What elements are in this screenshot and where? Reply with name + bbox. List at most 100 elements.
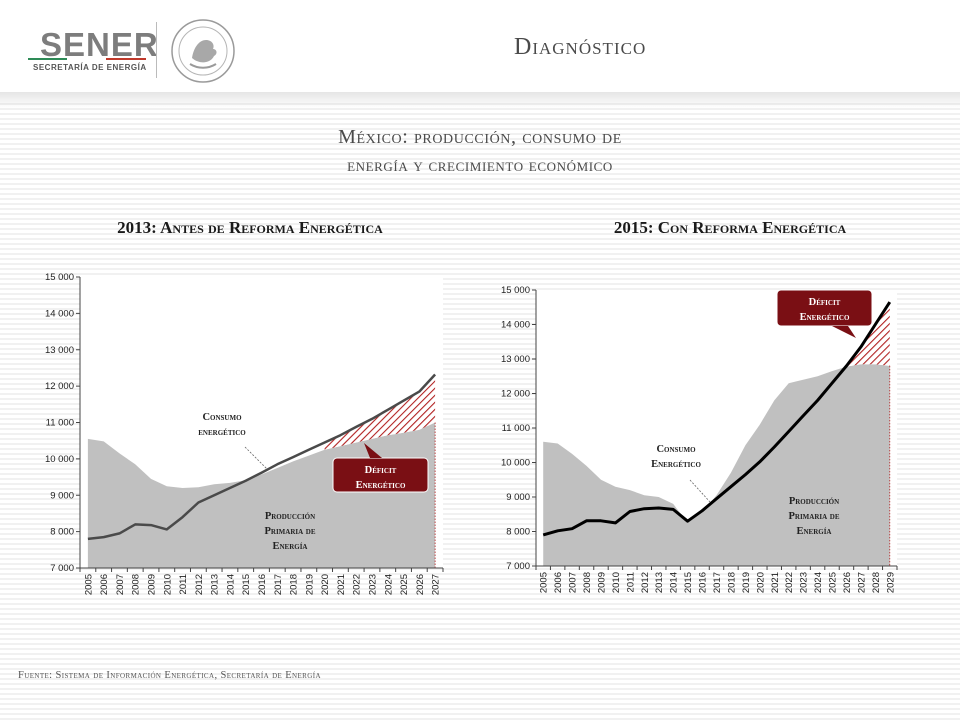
y-tick-label: 7 000 <box>506 561 530 572</box>
x-tick-label: 2021 <box>336 574 347 595</box>
consumption-label: Energético <box>651 459 701 470</box>
chart-title-2013: 2013: Antes de Reforma Energética <box>117 218 383 237</box>
x-tick-label: 2019 <box>741 572 752 593</box>
production-label: Energía <box>796 526 831 537</box>
y-tick-label: 10 000 <box>45 454 74 465</box>
y-tick-label: 7 000 <box>50 563 74 574</box>
deficit-label: Déficit <box>809 297 841 308</box>
consumption-label: energético <box>198 427 246 438</box>
chart-2013: 7 000 8 000 9 000 10 000 11 000 12 000 13 000 1… <box>45 272 444 595</box>
deficit-label: Déficit <box>365 465 397 476</box>
consumption-line <box>542 301 892 537</box>
subtitle-line-1: México: producción, consumo de <box>338 126 622 148</box>
sener-logo-subtitle: SECRETARÍA DE ENERGÍA <box>33 63 147 72</box>
x-tick-label: 2020 <box>755 572 766 593</box>
production-label: Producción <box>789 496 839 507</box>
deficit-label: Energético <box>356 480 406 491</box>
x-tick-label: 2011 <box>178 574 189 594</box>
y-tick-label: 14 000 <box>501 320 530 331</box>
x-tick-label: 2018 <box>289 574 300 595</box>
y-tick-label: 11 000 <box>46 418 74 429</box>
deficit-region <box>324 374 436 450</box>
x-tick-label: 2009 <box>147 574 158 595</box>
header-bar: SENER SECRETARÍA DE ENERGÍA Diagnóstico <box>0 0 960 100</box>
source-note: Fuente: Sistema de Información Energétic… <box>18 670 321 681</box>
y-tick-label: 12 000 <box>45 381 74 392</box>
x-tick-label: 2011 <box>625 572 636 592</box>
x-tick-label: 2005 <box>83 574 94 595</box>
x-tick-label: 2012 <box>640 572 651 593</box>
y-tick-label: 14 000 <box>45 308 74 319</box>
deficit-callout <box>776 289 873 327</box>
x-tick-label: 2016 <box>698 572 709 593</box>
production-label: Producción <box>265 511 315 522</box>
x-tick-label: 2029 <box>885 572 896 593</box>
x-tick-label: 2010 <box>611 572 622 593</box>
x-tick-label: 2006 <box>99 574 110 595</box>
y-tick-label: 15 000 <box>501 285 530 296</box>
subtitle-line-2: energía y crecimiento económico <box>347 155 613 175</box>
x-tick-label: 2005 <box>539 572 550 593</box>
x-tick-label: 2020 <box>320 574 331 595</box>
y-tick-label: 15 000 <box>45 272 74 283</box>
consumption-leader <box>689 479 711 503</box>
deficit-region <box>846 302 890 367</box>
y-tick-label: 13 000 <box>501 354 530 365</box>
x-tick-label: 2022 <box>784 572 795 593</box>
production-label: Primaria de <box>264 526 315 537</box>
x-tick-label: 2017 <box>273 574 284 595</box>
x-tick-label: 2015 <box>241 574 252 595</box>
x-tick-label: 2018 <box>726 572 737 593</box>
consumption-label: Consumo <box>202 412 242 423</box>
production-label: Energía <box>272 541 307 552</box>
deficit-callout-pointer <box>832 326 856 338</box>
y-tick-label: 9 000 <box>506 492 530 503</box>
x-tick-label: 2027 <box>431 574 442 595</box>
x-tick-label: 2028 <box>871 572 882 593</box>
x-tick-label: 2017 <box>712 572 723 593</box>
deficit-label: Energético <box>800 312 850 323</box>
deficit-callout-pointer <box>364 443 382 458</box>
x-tick-label: 2009 <box>596 572 607 593</box>
consumption-label: Consumo <box>656 444 696 455</box>
x-tick-label: 2013 <box>654 572 665 593</box>
x-tick-label: 2026 <box>415 574 426 595</box>
y-tick-label: 11 000 <box>502 423 530 434</box>
x-tick-label: 2019 <box>304 574 315 595</box>
x-tick-label: 2014 <box>225 574 236 595</box>
y-tick-label: 12 000 <box>501 389 530 400</box>
x-tick-label: 2015 <box>683 572 694 593</box>
header-shadow <box>0 92 960 108</box>
x-tick-label: 2025 <box>399 574 410 595</box>
page-title: Diagnóstico <box>514 34 647 60</box>
x-tick-label: 2026 <box>842 572 853 593</box>
x-tick-label: 2025 <box>828 572 839 593</box>
production-label: Primaria de <box>788 511 839 522</box>
y-tick-label: 13 000 <box>45 345 74 356</box>
x-tick-label: 2014 <box>669 572 680 593</box>
x-tick-label: 2023 <box>799 572 810 593</box>
x-tick-label: 2024 <box>383 574 394 595</box>
y-tick-label: 8 000 <box>506 527 530 538</box>
x-tick-label: 2024 <box>813 572 824 593</box>
x-tick-label: 2008 <box>582 572 593 593</box>
x-tick-label: 2012 <box>194 574 205 595</box>
x-tick-label: 2008 <box>131 574 142 595</box>
x-tick-label: 2023 <box>367 574 378 595</box>
national-seal-icon <box>171 19 235 83</box>
chart-title-2015: 2015: Con Reforma Energética <box>613 218 847 237</box>
x-tick-label: 2021 <box>770 572 781 593</box>
x-tick-label: 2007 <box>115 574 126 595</box>
y-tick-label: 9 000 <box>50 490 74 501</box>
consumption-leader <box>244 446 268 470</box>
x-tick-label: 2010 <box>162 574 173 595</box>
sener-logo-text: SENER <box>40 26 159 63</box>
consumption-line <box>87 373 437 541</box>
x-tick-label: 2016 <box>257 574 268 595</box>
x-tick-label: 2006 <box>553 572 564 593</box>
y-tick-label: 8 000 <box>50 527 74 538</box>
x-tick-label: 2007 <box>568 572 579 593</box>
logo-divider <box>156 22 157 78</box>
x-tick-label: 2027 <box>856 572 867 593</box>
chart-2015: 7 000 8 000 9 000 10 000 11 000 12 000 13 000 1… <box>501 285 898 593</box>
